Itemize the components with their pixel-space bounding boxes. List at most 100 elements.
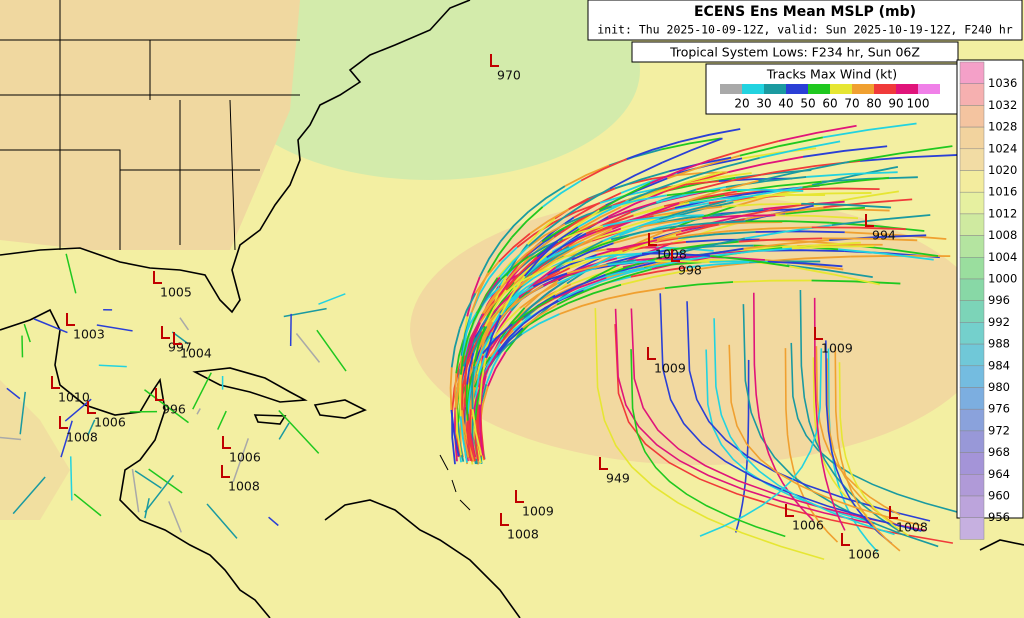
track-segment [487, 351, 507, 387]
land-high-pressure [0, 0, 300, 250]
colorbar-swatch [959, 430, 985, 453]
low-marker [155, 388, 164, 401]
track [65, 253, 77, 294]
track [728, 344, 924, 527]
track-segment [459, 416, 468, 463]
track-segment [662, 223, 719, 233]
lows: 9701005100399710041010100610089961008998… [51, 54, 928, 562]
colorbar-swatch [959, 235, 985, 258]
track-segment [628, 176, 690, 202]
track-segment [533, 272, 568, 288]
colorbar-swatch [959, 126, 985, 150]
track-segment [526, 302, 569, 327]
colorbar-swatch [959, 83, 985, 106]
colorbar-label: 980 [988, 380, 1010, 394]
track-segment [449, 367, 453, 410]
low-label: 1006 [792, 518, 824, 533]
track-segment [656, 230, 729, 242]
low-label: 1008 [228, 479, 260, 494]
colorbar-swatch [959, 517, 985, 540]
track [594, 308, 825, 561]
track [98, 364, 127, 368]
colorbar-label: 1020 [988, 163, 1017, 177]
wind-label: 30 [756, 97, 771, 111]
track-segment [663, 190, 738, 208]
track-segment [728, 155, 804, 173]
track [134, 470, 162, 489]
track [316, 329, 347, 372]
colorbar-label: 988 [988, 337, 1010, 351]
track [33, 318, 68, 334]
track-segment [725, 186, 803, 203]
low-label: 994 [872, 228, 896, 243]
land-high-pressure [0, 380, 70, 520]
track-segment [739, 136, 824, 157]
low-label: 1003 [73, 327, 105, 342]
track [6, 387, 21, 400]
track-segment [494, 333, 523, 359]
colorbar-label: 956 [988, 510, 1010, 524]
track-segment [458, 292, 477, 329]
track-segment [455, 409, 462, 456]
wind-swatch [874, 84, 896, 94]
track-segment [499, 210, 530, 243]
colorbar-swatch [959, 278, 985, 301]
colorbar-swatch [959, 105, 985, 128]
track-segment [602, 218, 660, 242]
low-label: 949 [606, 471, 630, 486]
track [144, 389, 189, 424]
track-segment [661, 137, 723, 164]
track-segment [570, 266, 624, 286]
track-segment [654, 180, 719, 191]
low-marker [161, 326, 170, 339]
wind-swatch [830, 84, 852, 94]
track [19, 391, 26, 435]
track-segment [743, 201, 815, 217]
track [23, 323, 31, 343]
track-segment [555, 240, 604, 269]
low-marker [648, 233, 657, 246]
track-segment [455, 339, 465, 374]
track-segment [542, 179, 582, 208]
track-segment [859, 154, 959, 162]
track [813, 297, 846, 531]
colorbar-label: 1000 [988, 272, 1017, 286]
track [318, 293, 346, 305]
colorbar-label: 1028 [988, 120, 1017, 134]
track-segment [679, 244, 754, 250]
track-segment [759, 140, 841, 159]
track-segment [473, 326, 486, 367]
track-segment [487, 236, 513, 274]
low-marker [221, 465, 230, 478]
track-segment [679, 128, 741, 143]
track-segment [789, 265, 880, 286]
track-segment [466, 352, 475, 385]
low-marker [599, 457, 608, 470]
track-segment [730, 188, 804, 192]
track-segment [466, 322, 482, 360]
colorbar-label: 1008 [988, 228, 1017, 242]
colorbar-label: 968 [988, 445, 1010, 459]
track [278, 422, 290, 440]
track-segment [685, 261, 750, 269]
track-segment [459, 337, 469, 375]
track-segment [802, 145, 888, 158]
colorbar-label: 1036 [988, 76, 1017, 90]
track-segment [578, 206, 622, 230]
track-segment [480, 278, 503, 307]
colorbar-swatch [959, 148, 985, 171]
track-segment [786, 264, 873, 279]
track-segment [479, 292, 505, 324]
low-marker [647, 347, 656, 360]
track [131, 468, 140, 513]
low-label: 1006 [229, 450, 261, 465]
track-segment [806, 171, 898, 178]
track-segment [493, 307, 521, 339]
colorbar-swatch [959, 387, 985, 410]
track-segment [488, 246, 518, 279]
track-segment [655, 260, 710, 263]
coastline [324, 499, 521, 618]
track [790, 342, 958, 513]
track-segment [461, 312, 473, 357]
track-segment [598, 182, 651, 212]
